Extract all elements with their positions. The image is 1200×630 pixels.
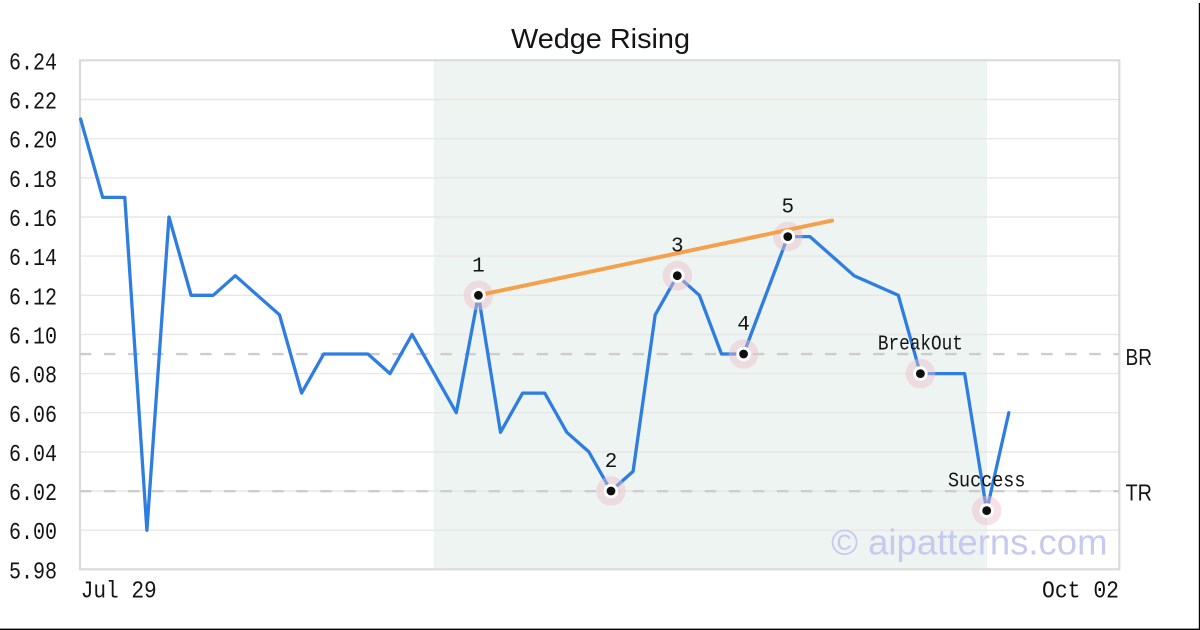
svg-text:6.02: 6.02 bbox=[9, 481, 57, 508]
svg-text:6.16: 6.16 bbox=[9, 207, 57, 234]
svg-text:6.06: 6.06 bbox=[9, 403, 57, 430]
svg-text:6.08: 6.08 bbox=[9, 364, 57, 391]
svg-text:6.00: 6.00 bbox=[9, 520, 57, 547]
svg-text:© aipatterns.com: © aipatterns.com bbox=[831, 522, 1107, 563]
svg-text:Jul 29: Jul 29 bbox=[81, 578, 157, 605]
svg-text:3: 3 bbox=[671, 236, 684, 259]
svg-text:5.98: 5.98 bbox=[9, 559, 57, 586]
svg-text:6.18: 6.18 bbox=[9, 168, 57, 195]
svg-text:6.12: 6.12 bbox=[9, 285, 57, 312]
svg-text:BreakOut: BreakOut bbox=[878, 333, 963, 356]
svg-text:6.22: 6.22 bbox=[9, 90, 57, 117]
svg-text:4: 4 bbox=[737, 314, 750, 337]
svg-text:Success: Success bbox=[948, 470, 1026, 493]
svg-text:6.20: 6.20 bbox=[9, 129, 57, 156]
svg-text:6.14: 6.14 bbox=[9, 246, 57, 273]
svg-text:5: 5 bbox=[781, 197, 794, 220]
svg-text:TR: TR bbox=[1126, 480, 1153, 506]
svg-text:1: 1 bbox=[472, 255, 485, 278]
svg-text:BR: BR bbox=[1126, 344, 1153, 370]
svg-text:2: 2 bbox=[605, 451, 618, 474]
svg-text:6.10: 6.10 bbox=[9, 325, 57, 352]
svg-text:Wedge Rising: Wedge Rising bbox=[511, 23, 690, 54]
svg-text:6.24: 6.24 bbox=[9, 50, 57, 77]
svg-text:Oct 02: Oct 02 bbox=[1042, 578, 1119, 605]
svg-text:6.04: 6.04 bbox=[9, 442, 57, 469]
